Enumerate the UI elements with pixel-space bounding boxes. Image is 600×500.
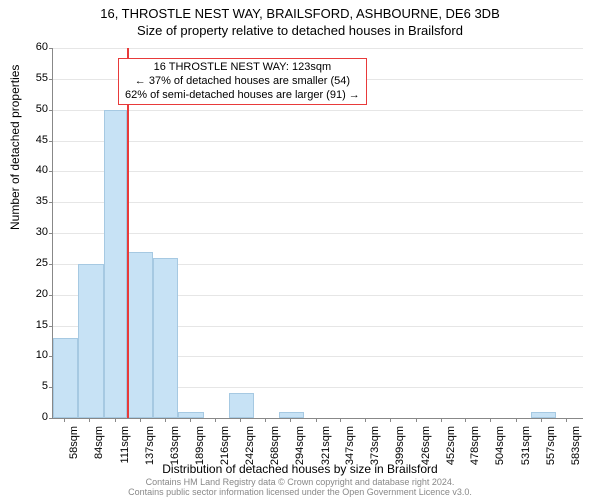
ytick-mark <box>49 418 53 419</box>
xtick-mark <box>541 418 542 422</box>
ytick-mark <box>49 326 53 327</box>
ytick-label: 35 <box>18 195 48 207</box>
xtick-mark <box>441 418 442 422</box>
ytick-label: 0 <box>18 411 48 423</box>
annotation-line1: 16 THROSTLE NEST WAY: 123sqm <box>125 61 360 75</box>
ytick-label: 10 <box>18 349 48 361</box>
ytick-mark <box>49 110 53 111</box>
xtick-mark <box>265 418 266 422</box>
xtick-mark <box>465 418 466 422</box>
ytick-mark <box>49 202 53 203</box>
xtick-mark <box>340 418 341 422</box>
histogram-bar <box>279 412 304 418</box>
histogram-bar <box>127 252 153 419</box>
xtick-mark <box>240 418 241 422</box>
ytick-label: 5 <box>18 380 48 392</box>
ytick-label: 20 <box>18 288 48 300</box>
ytick-label: 25 <box>18 257 48 269</box>
ytick-mark <box>49 171 53 172</box>
histogram-bar <box>178 412 204 418</box>
histogram-bar <box>78 264 104 418</box>
ytick-mark <box>49 295 53 296</box>
ytick-label: 50 <box>18 103 48 115</box>
xtick-mark <box>365 418 366 422</box>
ytick-label: 45 <box>18 134 48 146</box>
ytick-label: 55 <box>18 72 48 84</box>
histogram-bar <box>229 393 255 418</box>
ytick-mark <box>49 264 53 265</box>
xtick-mark <box>416 418 417 422</box>
ytick-mark <box>49 48 53 49</box>
ytick-mark <box>49 79 53 80</box>
xtick-mark <box>290 418 291 422</box>
ytick-label: 30 <box>18 226 48 238</box>
annotation-box: 16 THROSTLE NEST WAY: 123sqm ← 37% of de… <box>118 58 367 105</box>
ytick-mark <box>49 141 53 142</box>
ytick-label: 40 <box>18 164 48 176</box>
xtick-mark <box>89 418 90 422</box>
xtick-mark <box>190 418 191 422</box>
footer-line2: Contains public sector information licen… <box>0 488 600 498</box>
annotation-line3: 62% of semi-detached houses are larger (… <box>125 89 360 103</box>
xtick-mark <box>215 418 216 422</box>
chart-container: 16, THROSTLE NEST WAY, BRAILSFORD, ASHBO… <box>0 0 600 500</box>
xtick-mark <box>115 418 116 422</box>
gridline <box>53 141 583 142</box>
annotation-line2: ← 37% of detached houses are smaller (54… <box>125 75 360 89</box>
xtick-mark <box>390 418 391 422</box>
xtick-mark <box>165 418 166 422</box>
title-main: 16, THROSTLE NEST WAY, BRAILSFORD, ASHBO… <box>0 0 600 21</box>
xtick-mark <box>566 418 567 422</box>
x-axis-label: Distribution of detached houses by size … <box>0 462 600 476</box>
ytick-mark <box>49 233 53 234</box>
gridline <box>53 233 583 234</box>
gridline <box>53 48 583 49</box>
ytick-label: 15 <box>18 319 48 331</box>
title-sub: Size of property relative to detached ho… <box>0 21 600 38</box>
xtick-mark <box>64 418 65 422</box>
gridline <box>53 202 583 203</box>
xtick-mark <box>490 418 491 422</box>
footer: Contains HM Land Registry data © Crown c… <box>0 478 600 498</box>
histogram-bar <box>153 258 178 418</box>
ytick-label: 60 <box>18 41 48 53</box>
gridline <box>53 110 583 111</box>
histogram-bar <box>104 110 128 418</box>
xtick-mark <box>516 418 517 422</box>
chart-area: 16 THROSTLE NEST WAY: 123sqm ← 37% of de… <box>52 48 582 418</box>
gridline <box>53 171 583 172</box>
xtick-mark <box>316 418 317 422</box>
histogram-bar <box>531 412 556 418</box>
histogram-bar <box>53 338 78 418</box>
xtick-mark <box>140 418 141 422</box>
